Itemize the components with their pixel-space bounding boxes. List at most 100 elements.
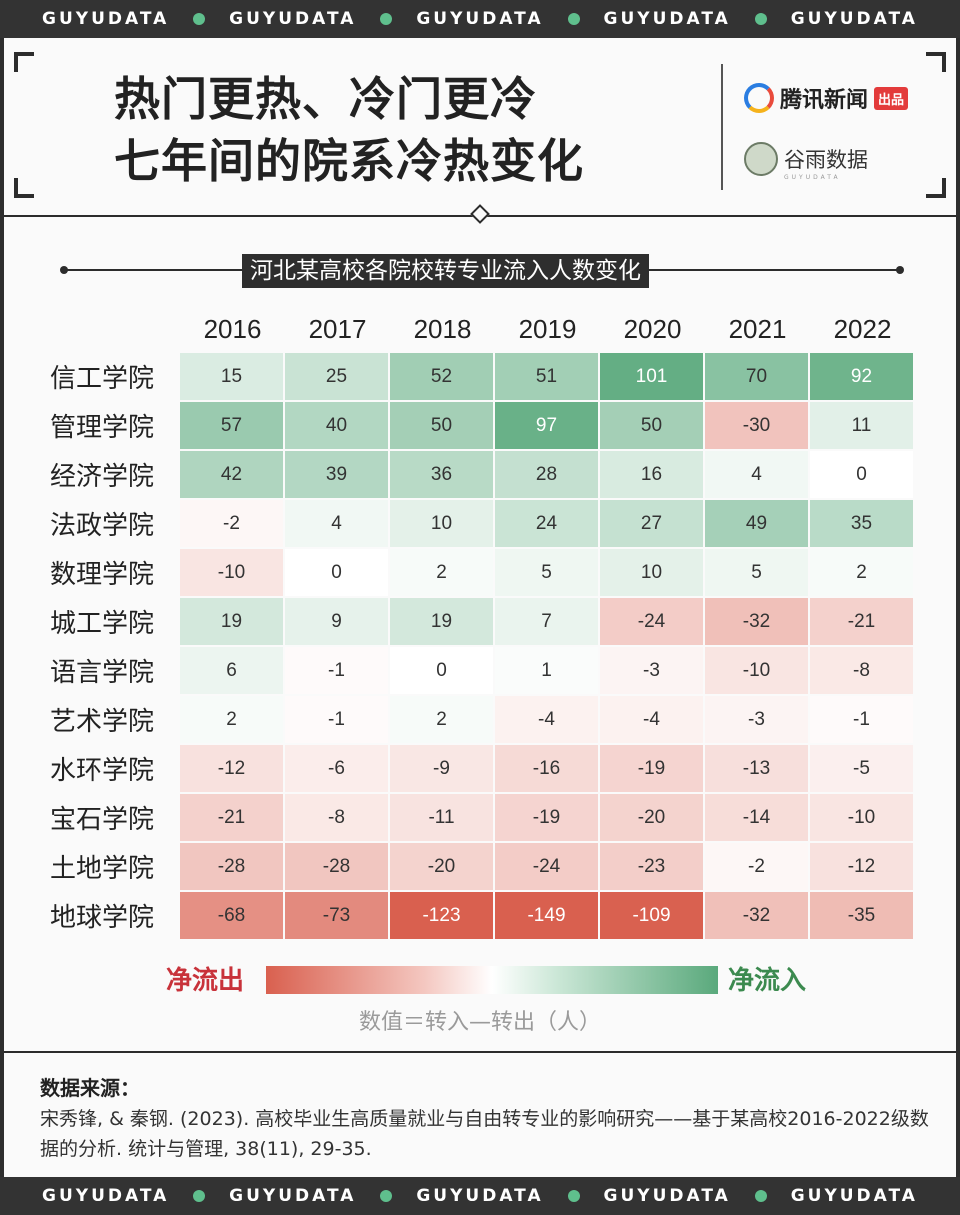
college-label: 语言学院 xyxy=(50,658,155,688)
banner-word: GUYUDATA xyxy=(603,9,731,29)
heatmap-cell: -1 xyxy=(810,696,913,743)
logo2-sub: GUYUDATA xyxy=(784,174,841,181)
heatmap-cell: 50 xyxy=(390,402,493,449)
heatmap-cell: -19 xyxy=(600,745,703,792)
heatmap-cell: 6 xyxy=(180,647,283,694)
banner-word: GUYUDATA xyxy=(229,9,357,29)
college-label: 城工学院 xyxy=(50,609,155,639)
heatmap-cell: -9 xyxy=(390,745,493,792)
heatmap-cell: 4 xyxy=(705,451,808,498)
banner-dot-icon xyxy=(754,1190,767,1202)
bird-icon xyxy=(744,142,778,176)
heatmap-cell: -32 xyxy=(705,598,808,645)
heatmap-cell: -12 xyxy=(810,843,913,890)
corner-bracket xyxy=(926,52,946,72)
heatmap-cell: -8 xyxy=(285,794,388,841)
heatmap-cell: 35 xyxy=(810,500,913,547)
infographic-card: 热门更热、冷门更冷 七年间的院系冷热变化 腾讯新闻 出品 谷雨数据 GUYUDA… xyxy=(4,38,956,1177)
heatmap-cell: 39 xyxy=(285,451,388,498)
banner-word: GUYUDATA xyxy=(42,1186,170,1206)
heatmap-cell: 92 xyxy=(810,353,913,400)
footer-rule xyxy=(4,1051,956,1053)
heatmap-cell: 0 xyxy=(285,549,388,596)
college-label: 地球学院 xyxy=(50,903,155,933)
heatmap-cell: -5 xyxy=(810,745,913,792)
heatmap-cell: 0 xyxy=(390,647,493,694)
college-label: 信工学院 xyxy=(50,364,155,394)
heatmap-cell: 42 xyxy=(180,451,283,498)
title-line-1: 热门更热、冷门更冷 xyxy=(114,72,537,126)
heatmap-cell: -8 xyxy=(810,647,913,694)
college-label: 数理学院 xyxy=(50,560,155,590)
college-label: 宝石学院 xyxy=(50,805,155,835)
corner-bracket xyxy=(14,178,34,198)
heatmap-cell: 25 xyxy=(285,353,388,400)
diamond-ornament xyxy=(470,204,490,224)
heatmap-cell: -16 xyxy=(495,745,598,792)
page-title: 热门更热、冷门更冷 七年间的院系冷热变化 xyxy=(114,68,584,192)
heatmap-cell: 97 xyxy=(495,402,598,449)
chart-title: 河北某高校各院校转专业流入人数变化 xyxy=(242,254,649,288)
heatmap-cell: 49 xyxy=(705,500,808,547)
heatmap-cell: -19 xyxy=(495,794,598,841)
year-label: 2022 xyxy=(833,314,892,344)
heatmap-cell: 2 xyxy=(180,696,283,743)
tencent-news-logo: 腾讯新闻 出品 xyxy=(744,82,909,114)
heatmap-cell: 9 xyxy=(285,598,388,645)
heatmap-cell: -10 xyxy=(810,794,913,841)
heatmap-cell: -73 xyxy=(285,892,388,939)
heatmap-cell: 10 xyxy=(390,500,493,547)
college-label: 经济学院 xyxy=(50,462,155,492)
heatmap-cell: -4 xyxy=(600,696,703,743)
heatmap-cell: -13 xyxy=(705,745,808,792)
heatmap-cell: 5 xyxy=(495,549,598,596)
year-label: 2021 xyxy=(728,314,787,344)
heatmap-cell: 36 xyxy=(390,451,493,498)
banner-word: GUYUDATA xyxy=(416,9,544,29)
heatmap-cell: -3 xyxy=(600,647,703,694)
heatmap-cell: 52 xyxy=(390,353,493,400)
heatmap-cell: -20 xyxy=(390,843,493,890)
title-line-2: 七年间的院系冷热变化 xyxy=(114,134,584,188)
year-label: 2020 xyxy=(623,314,682,344)
heatmap-cell: -2 xyxy=(705,843,808,890)
heatmap-cell: -68 xyxy=(180,892,283,939)
heatmap-cell: 10 xyxy=(600,549,703,596)
heatmap-cell: 2 xyxy=(810,549,913,596)
banner-dot-icon xyxy=(193,1190,206,1202)
banner-word: GUYUDATA xyxy=(42,9,170,29)
heatmap-cell: 15 xyxy=(180,353,283,400)
heatmap-cell: -109 xyxy=(600,892,703,939)
heatmap-cell: 5 xyxy=(705,549,808,596)
logo1-name: 腾讯新闻 xyxy=(780,88,869,113)
heatmap-cell: -1 xyxy=(285,696,388,743)
heatmap-cell: -123 xyxy=(390,892,493,939)
heatmap-cell: -11 xyxy=(390,794,493,841)
heatmap-cell: 50 xyxy=(600,402,703,449)
year-label: 2017 xyxy=(308,314,367,344)
heatmap-cell: -149 xyxy=(495,892,598,939)
heatmap-cell: 70 xyxy=(705,353,808,400)
heatmap-cell: 7 xyxy=(495,598,598,645)
logo2-name: 谷雨数据 xyxy=(784,148,868,172)
heatmap-cell: 51 xyxy=(495,353,598,400)
heatmap-cell: -10 xyxy=(180,549,283,596)
heatmap-cell: 19 xyxy=(390,598,493,645)
legend-negative-label: 净流出 xyxy=(166,966,245,996)
legend-note: 数值＝转入—转出（人） xyxy=(358,1010,601,1035)
heatmap-cell: 1 xyxy=(495,647,598,694)
corner-bracket xyxy=(14,52,34,72)
college-label: 法政学院 xyxy=(50,511,155,541)
year-label: 2018 xyxy=(413,314,472,344)
heatmap-cell: -3 xyxy=(705,696,808,743)
legend-gradient-bar xyxy=(266,966,718,994)
source-text: 宋秀锋, & 秦钢. (2023). 高校毕业生高质量就业与自由转专业的影响研究… xyxy=(40,1108,929,1160)
banner-word: GUYUDATA xyxy=(229,1186,357,1206)
guyu-data-logo: 谷雨数据 GUYUDATA xyxy=(744,142,868,181)
corner-bracket xyxy=(926,178,946,198)
heatmap-cell: -30 xyxy=(705,402,808,449)
year-label: 2016 xyxy=(203,314,262,344)
heatmap-cell: -28 xyxy=(180,843,283,890)
heatmap-cell: -28 xyxy=(285,843,388,890)
heatmap-cell: 28 xyxy=(495,451,598,498)
